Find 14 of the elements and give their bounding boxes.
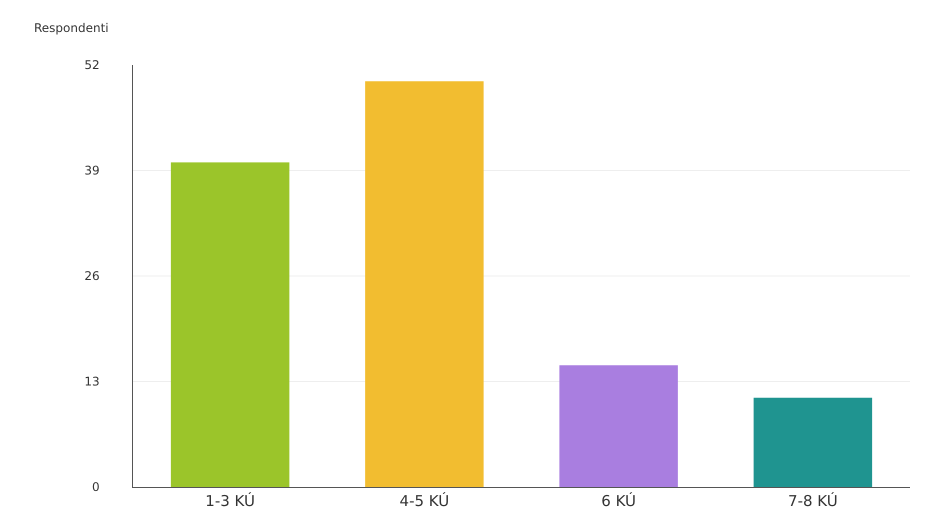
- y-axis-title: Respondenti: [34, 21, 109, 35]
- y-tick-label: 39: [84, 164, 100, 178]
- y-tick-label: 0: [92, 480, 100, 494]
- y-tick-label: 26: [84, 269, 100, 284]
- bar: [170, 162, 290, 487]
- x-tick-label: 7-8 KÚ: [788, 492, 838, 510]
- x-tick-label: 4-5 KÚ: [400, 492, 450, 510]
- bar: [754, 398, 872, 487]
- x-tick-label: 6 KÚ: [601, 492, 636, 510]
- bar: [559, 365, 678, 487]
- y-tick-label: 52: [84, 58, 100, 72]
- bar: [365, 81, 484, 487]
- y-tick-label: 13: [84, 374, 100, 389]
- x-tick-label: 1-3 KÚ: [205, 492, 255, 510]
